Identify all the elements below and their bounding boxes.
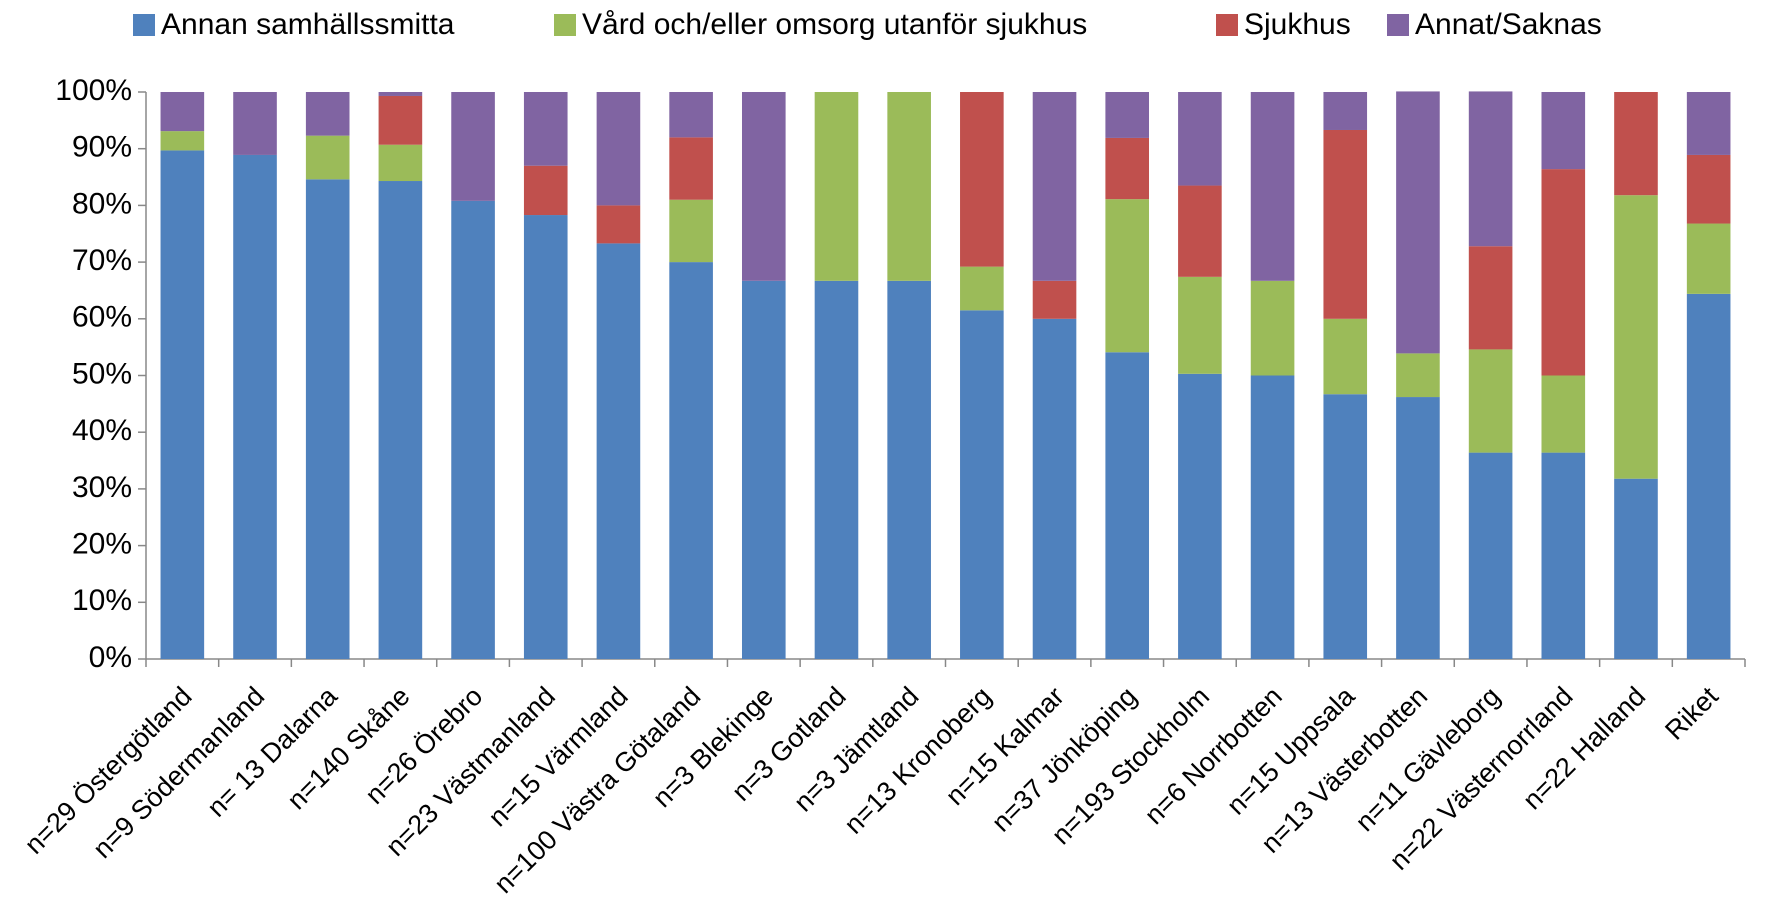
legend-label: Vård och/eller omsorg utanför sjukhus <box>582 8 1087 41</box>
bar-segment <box>1396 91 1440 354</box>
bar-segment <box>1323 129 1368 319</box>
bar-segment <box>1323 394 1368 659</box>
bar-segment <box>1614 478 1658 659</box>
bar-segment <box>1178 92 1222 186</box>
legend-swatch <box>554 14 576 36</box>
bar-segment <box>1686 92 1731 155</box>
bar-segment <box>887 280 931 659</box>
y-tick-label: 20% <box>72 528 132 561</box>
bar-segment <box>1032 92 1077 281</box>
bar-segment <box>1396 353 1440 398</box>
bar-segment <box>1032 280 1077 319</box>
bar-segment <box>960 92 1004 267</box>
bar-segment <box>1178 373 1222 659</box>
bar-segment <box>1250 280 1295 376</box>
bar-segment <box>451 200 495 659</box>
y-tick-label: 50% <box>72 357 132 390</box>
bar-segment <box>1468 452 1513 659</box>
bar-segment <box>1541 169 1586 376</box>
bar-segment <box>1105 352 1150 659</box>
x-tick-label: n= 13 Dalarna <box>201 680 343 822</box>
bar-segment <box>1468 91 1513 247</box>
bar-segment <box>523 215 568 659</box>
bar-segment <box>814 92 859 281</box>
legend-label: Annan samhällssmitta <box>161 8 455 41</box>
bar-segment <box>378 181 423 660</box>
bar-segment <box>741 280 786 659</box>
y-tick-label: 100% <box>55 74 132 107</box>
bar-segment <box>887 92 931 281</box>
bar-segment <box>233 154 277 659</box>
bar-segment <box>523 165 568 216</box>
bar-segment <box>233 92 277 155</box>
bar-segment <box>960 310 1004 659</box>
bar-segment <box>378 144 423 182</box>
y-tick-label: 60% <box>72 301 132 334</box>
x-tick-label: n=3 Jämtland <box>788 681 924 817</box>
bar-segment <box>741 92 786 281</box>
bar-segment <box>814 280 859 659</box>
legend-label: Annat/Saknas <box>1415 8 1602 41</box>
bar-segment <box>1468 349 1513 453</box>
bar-segment <box>160 92 205 132</box>
bar-segment <box>1105 199 1150 353</box>
x-tick-label: n=15 Uppsala <box>1221 680 1361 820</box>
bar-segment <box>1541 375 1586 453</box>
bar-segment <box>1614 92 1658 196</box>
legend-swatch <box>1216 14 1238 36</box>
x-tick-label: Riket <box>1659 681 1724 746</box>
bar-segment <box>1105 92 1150 138</box>
bar-segment <box>596 205 641 244</box>
bar-segment <box>669 137 713 200</box>
legend-swatch <box>133 14 155 36</box>
bar-segment <box>305 179 350 659</box>
y-tick-label: 40% <box>72 414 132 447</box>
y-tick-label: 0% <box>89 641 132 674</box>
legend-swatch <box>1387 14 1409 36</box>
bar-segment <box>305 92 350 136</box>
bar-segment <box>1686 154 1731 224</box>
bar-segment <box>1105 137 1150 200</box>
bar-segment <box>596 243 641 659</box>
bar-segment <box>1396 397 1440 659</box>
bar-segment <box>669 262 713 659</box>
bar-segment <box>669 92 713 138</box>
bar-segment <box>1250 92 1295 281</box>
bar-segment <box>1032 318 1077 659</box>
bar-segment <box>960 266 1004 311</box>
y-tick-label: 90% <box>72 131 132 164</box>
bar-segment <box>596 92 641 206</box>
bar-segment <box>1178 276 1222 374</box>
y-tick-label: 10% <box>72 584 132 617</box>
bar-segment <box>1323 92 1368 130</box>
bar-segment <box>1541 452 1586 659</box>
bar-segment <box>451 92 495 201</box>
y-tick-label: 70% <box>72 244 132 277</box>
bar-segment <box>523 92 568 166</box>
bar-segment <box>305 135 350 180</box>
legend-label: Sjukhus <box>1244 8 1351 41</box>
bar-segment <box>1686 223 1731 294</box>
y-tick-label: 80% <box>72 187 132 220</box>
bar-segment <box>1178 185 1222 277</box>
bar-segment <box>1686 293 1731 659</box>
bar-segment <box>378 92 423 96</box>
bar-segment <box>1468 246 1513 350</box>
bar-segment <box>1614 195 1658 479</box>
bar-segment <box>378 95 423 145</box>
bar-segment <box>1541 92 1586 170</box>
bar-segment <box>1323 318 1368 395</box>
bar-segment <box>160 131 205 151</box>
bar-segment <box>160 150 205 659</box>
bar-segment <box>669 199 713 263</box>
bar-segment <box>1250 375 1295 659</box>
y-tick-label: 30% <box>72 471 132 504</box>
